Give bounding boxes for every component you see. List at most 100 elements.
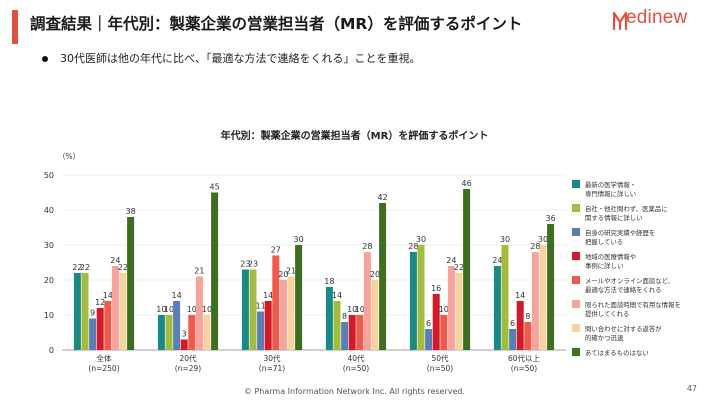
data-label: 24 bbox=[110, 256, 120, 265]
data-label: 10 bbox=[439, 305, 449, 314]
data-label: 28 bbox=[362, 242, 372, 251]
bar bbox=[188, 315, 196, 350]
data-label: 10 bbox=[202, 305, 212, 314]
bar bbox=[417, 245, 425, 350]
data-label: 28 bbox=[530, 242, 540, 251]
y-tick-label: 50 bbox=[44, 171, 54, 180]
x-tick-label: 全体 bbox=[97, 353, 112, 363]
x-tick-sublabel: (n=50) bbox=[511, 364, 538, 373]
bar bbox=[509, 329, 517, 350]
bar bbox=[73, 273, 81, 350]
data-label: 38 bbox=[126, 207, 136, 216]
data-label: 9 bbox=[90, 309, 95, 318]
bar bbox=[432, 294, 440, 350]
data-label: 16 bbox=[431, 284, 441, 293]
x-tick-sublabel: (n=50) bbox=[427, 364, 454, 373]
y-tick-label: 20 bbox=[44, 276, 54, 285]
bar bbox=[447, 266, 455, 350]
bar bbox=[287, 276, 295, 350]
bar bbox=[516, 301, 524, 350]
bar bbox=[341, 322, 349, 350]
data-label: 24 bbox=[492, 256, 502, 265]
data-label: 6 bbox=[510, 319, 515, 328]
legend-label: 自身の研究実績や経歴を bbox=[585, 228, 655, 237]
legend-swatch bbox=[572, 180, 580, 188]
x-tick-label: 50代 bbox=[431, 353, 449, 363]
bar bbox=[425, 329, 433, 350]
data-label: 14 bbox=[515, 291, 525, 300]
bar bbox=[547, 224, 555, 350]
legend-label: 地域の医療情報や bbox=[585, 252, 636, 261]
bar bbox=[493, 266, 501, 350]
legend-swatch bbox=[572, 204, 580, 212]
bar bbox=[295, 245, 303, 350]
x-tick-sublabel: (n=71) bbox=[259, 364, 286, 373]
bar bbox=[501, 245, 509, 350]
bullet-point: 30代医師は他の年代に比べ、「最適な方法で連絡をくれる」ことを重視。 bbox=[42, 50, 421, 66]
data-label: 20 bbox=[370, 270, 380, 279]
data-label: 30 bbox=[294, 235, 304, 244]
legend-swatch bbox=[572, 228, 580, 236]
data-label: 8 bbox=[342, 312, 347, 321]
bar bbox=[81, 273, 89, 350]
data-label: 12 bbox=[95, 298, 105, 307]
bar bbox=[524, 322, 532, 350]
x-tick-sublabel: (n=50) bbox=[343, 364, 370, 373]
data-label: 6 bbox=[426, 319, 431, 328]
data-label: 23 bbox=[248, 260, 258, 269]
data-label: 22 bbox=[118, 263, 128, 272]
title-accent-bar bbox=[12, 10, 18, 44]
bar bbox=[203, 315, 211, 350]
data-label: 22 bbox=[72, 263, 82, 272]
bullet-icon bbox=[42, 56, 48, 62]
data-label: 22 bbox=[454, 263, 464, 272]
bar bbox=[363, 252, 371, 350]
bar bbox=[180, 339, 188, 350]
data-label: 42 bbox=[378, 193, 388, 202]
data-label: 14 bbox=[172, 291, 182, 300]
data-label: 10 bbox=[156, 305, 166, 314]
data-label: 21 bbox=[194, 267, 204, 276]
data-label: 28 bbox=[408, 242, 418, 251]
data-label: 8 bbox=[525, 312, 530, 321]
x-tick-sublabel: (n=250) bbox=[88, 364, 119, 373]
bar bbox=[119, 273, 127, 350]
bar bbox=[272, 255, 280, 350]
y-tick-label: 30 bbox=[44, 241, 54, 250]
data-label: 20 bbox=[278, 270, 288, 279]
data-label: 36 bbox=[546, 214, 556, 223]
bar bbox=[211, 192, 219, 350]
legend-swatch bbox=[572, 276, 580, 284]
y-axis-unit-label: （%） bbox=[58, 152, 80, 161]
bar bbox=[257, 311, 265, 350]
bar bbox=[356, 315, 364, 350]
legend-swatch bbox=[572, 348, 580, 356]
data-label: 10 bbox=[187, 305, 197, 314]
data-label: 46 bbox=[462, 179, 472, 188]
bar bbox=[241, 269, 249, 350]
x-tick-label: 30代 bbox=[263, 353, 281, 363]
data-label: 27 bbox=[271, 246, 281, 255]
legend-label: 最適な方法で連絡をくれる bbox=[585, 285, 662, 294]
data-label: 18 bbox=[324, 277, 334, 286]
bar bbox=[440, 315, 448, 350]
bar bbox=[157, 315, 165, 350]
data-label: 10 bbox=[347, 305, 357, 314]
data-label: 22 bbox=[80, 263, 90, 272]
data-label: 45 bbox=[210, 183, 220, 192]
page-title: 調査結果｜年代別：製薬企業の営業担当者（MR）を評価するポイント bbox=[30, 15, 523, 33]
legend-label: 限られた面談時間で有用な情報を bbox=[585, 300, 681, 309]
data-label: 30 bbox=[416, 235, 426, 244]
bar bbox=[333, 301, 341, 350]
x-tick-label: 40代 bbox=[347, 353, 365, 363]
data-label: 10 bbox=[355, 305, 365, 314]
bar bbox=[539, 245, 547, 350]
bar bbox=[325, 287, 333, 350]
legend-label: 事例に詳しい bbox=[585, 261, 623, 270]
bar bbox=[264, 301, 272, 350]
y-tick-label: 0 bbox=[49, 346, 54, 355]
data-label: 30 bbox=[538, 235, 548, 244]
legend-label: 提供してくれる bbox=[585, 309, 629, 318]
legend-swatch bbox=[572, 324, 580, 332]
legend-label: 専門情報に詳しい bbox=[585, 189, 636, 198]
